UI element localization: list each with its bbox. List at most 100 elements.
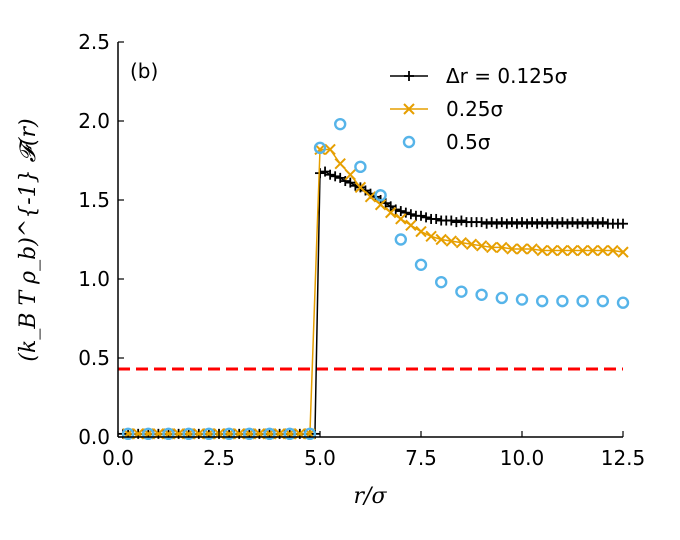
data-point xyxy=(202,427,216,441)
data-point xyxy=(320,166,331,177)
y-tick-label: 1.5 xyxy=(78,188,110,212)
data-point xyxy=(390,204,401,215)
data-point xyxy=(446,215,457,226)
series-0 xyxy=(118,166,628,439)
data-point xyxy=(455,236,468,249)
x-axis-label: r/σ xyxy=(354,484,388,509)
data-point xyxy=(597,244,609,257)
data-point xyxy=(542,218,553,229)
data-point xyxy=(522,218,533,229)
data-point xyxy=(572,218,583,229)
data-point xyxy=(354,181,367,194)
data-point xyxy=(182,427,195,441)
data-point xyxy=(546,244,559,257)
data-point xyxy=(456,215,467,226)
data-point xyxy=(325,169,336,180)
y-tick-label: 0.0 xyxy=(78,425,110,449)
legend-item: 0.25σ xyxy=(390,97,504,121)
data-point xyxy=(556,294,569,308)
data-point xyxy=(263,427,276,441)
data-point xyxy=(222,427,236,441)
data-point xyxy=(465,238,478,250)
data-point xyxy=(511,218,522,229)
data-point xyxy=(404,71,414,81)
data-point xyxy=(582,218,593,229)
data-point xyxy=(501,218,512,229)
data-point xyxy=(537,217,548,228)
axes-layer: 0.0 2.5 5.0 7.5 10.0 12.5 0.0 0.5 1.0 1.5 2.0 2.5 xyxy=(78,30,645,470)
data-point xyxy=(536,294,549,308)
legend-item: Δr = 0.125σ xyxy=(390,64,568,88)
data-point xyxy=(405,209,416,220)
data-point xyxy=(576,294,589,308)
data-point xyxy=(354,160,367,174)
data-point xyxy=(360,185,371,196)
data-point xyxy=(400,207,411,218)
data-point xyxy=(162,427,175,441)
x-tick-label: 0.0 xyxy=(102,446,134,470)
data-point xyxy=(394,233,407,246)
data-point xyxy=(431,213,442,224)
data-point xyxy=(495,291,508,305)
data-point xyxy=(402,135,416,149)
data-point xyxy=(283,427,296,441)
data-point xyxy=(385,201,396,212)
data-point xyxy=(415,225,427,238)
data-point xyxy=(567,217,578,228)
data-point xyxy=(445,235,458,247)
data-point xyxy=(547,217,558,228)
data-point xyxy=(435,275,448,289)
data-point xyxy=(416,210,426,221)
data-point xyxy=(532,218,543,229)
data-point xyxy=(395,213,407,225)
data-point xyxy=(577,217,588,228)
data-point xyxy=(536,244,548,257)
data-point xyxy=(334,157,346,170)
data-point xyxy=(403,103,415,115)
data-point xyxy=(405,219,417,231)
data-point xyxy=(485,241,498,254)
data-point xyxy=(552,218,563,229)
data-point xyxy=(330,171,341,182)
data-point xyxy=(340,176,351,187)
data-point xyxy=(506,217,517,228)
data-point xyxy=(481,218,492,229)
x-tick-label: 7.5 xyxy=(405,446,437,470)
data-point xyxy=(527,217,538,228)
x-tick-label: 12.5 xyxy=(601,446,646,470)
data-point xyxy=(587,217,598,228)
data-point xyxy=(324,143,336,156)
series-layer xyxy=(118,117,630,441)
data-point xyxy=(243,427,256,441)
data-point xyxy=(303,427,317,441)
legend-label: 0.25σ xyxy=(446,97,504,121)
legend: Δr = 0.125σ 0.25σ 0.5σ xyxy=(390,64,568,154)
data-point xyxy=(491,218,502,229)
data-point xyxy=(414,258,428,271)
y-tick-label: 1.0 xyxy=(78,267,110,291)
panel-label: (b) xyxy=(130,59,158,83)
data-point xyxy=(451,217,462,228)
data-point xyxy=(597,217,608,228)
data-point xyxy=(425,230,437,243)
data-point xyxy=(475,240,488,252)
data-point xyxy=(596,294,609,308)
y-axis-label: (k_B T ρ_b)^{-1} 𝓕(r) xyxy=(16,118,41,361)
data-point xyxy=(616,296,630,309)
data-point xyxy=(334,117,347,131)
data-point xyxy=(374,189,387,202)
series-1 xyxy=(122,143,629,440)
data-point xyxy=(384,206,397,219)
y-tick-label: 0.5 xyxy=(78,346,110,370)
y-tick-label: 2.0 xyxy=(78,109,110,133)
data-point xyxy=(576,244,589,257)
data-point xyxy=(364,191,377,203)
series-2 xyxy=(121,117,630,441)
data-point xyxy=(566,244,579,257)
data-point xyxy=(496,241,508,254)
data-point xyxy=(617,246,629,258)
data-point xyxy=(476,217,487,228)
data-point xyxy=(586,244,599,257)
data-point xyxy=(618,218,628,229)
